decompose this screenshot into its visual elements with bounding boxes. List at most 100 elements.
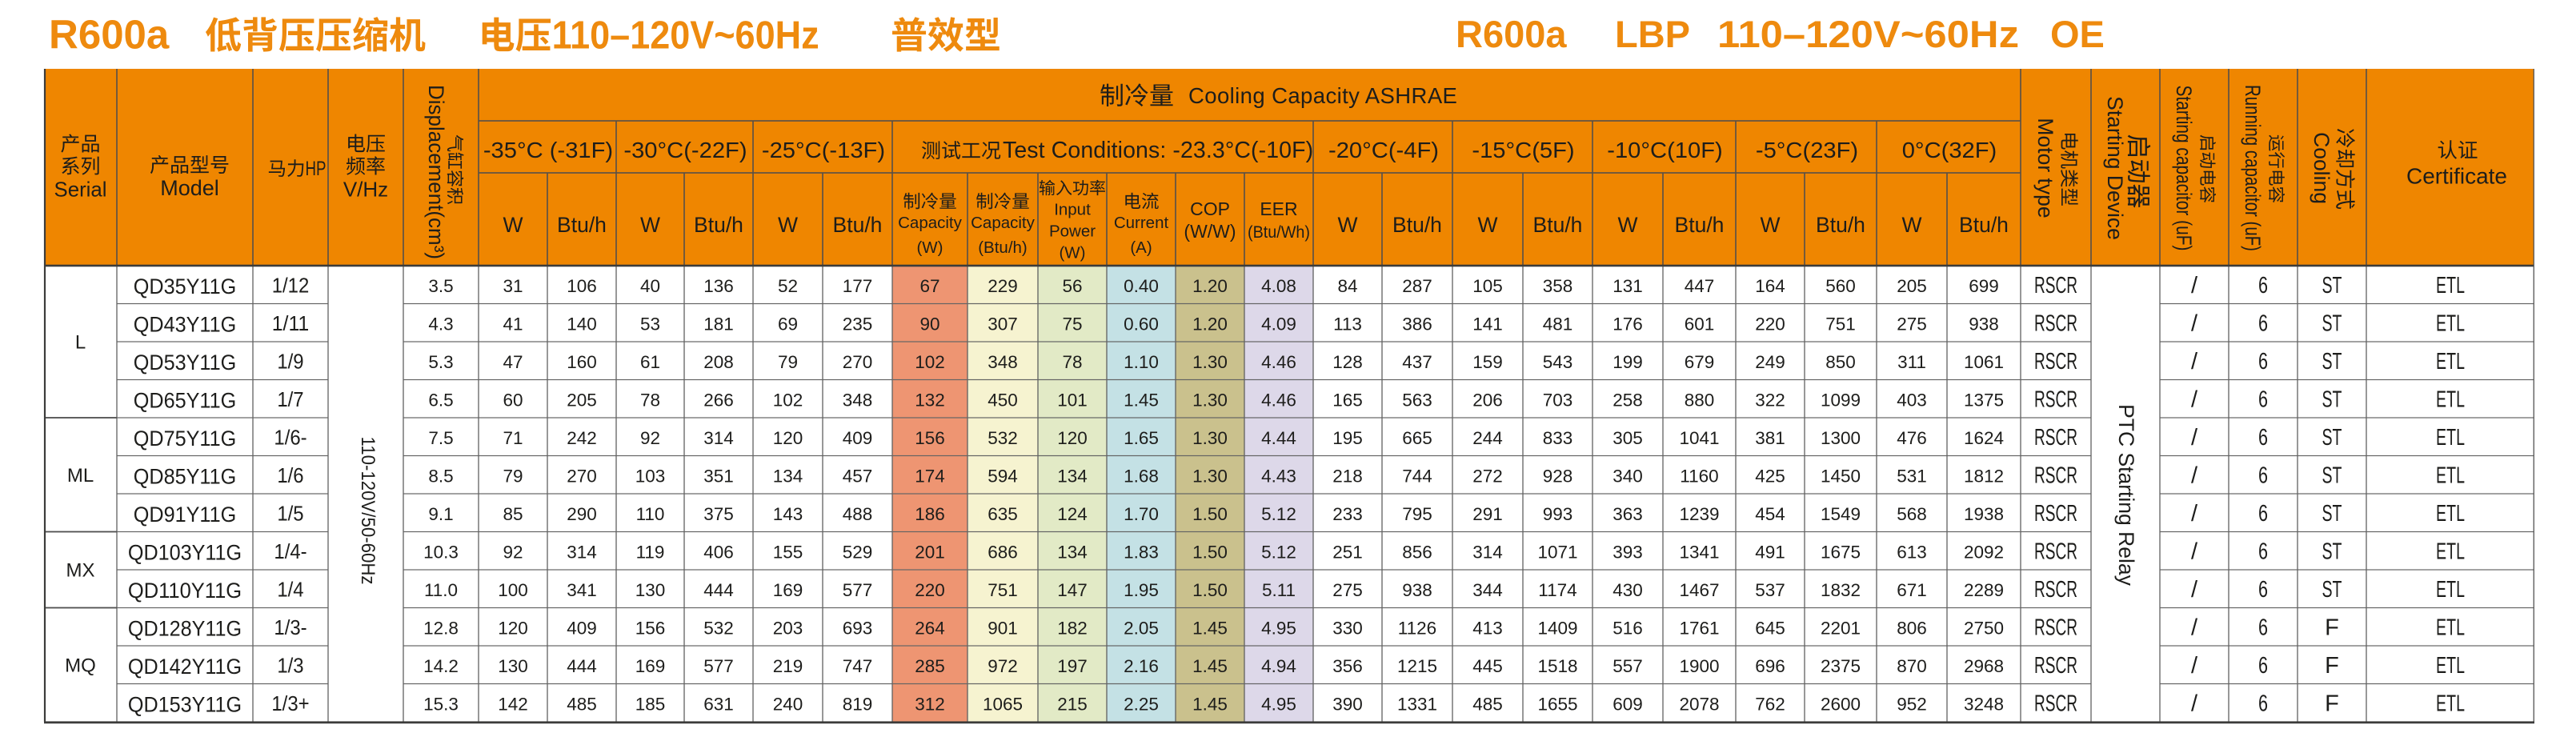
svg-text:RSCR: RSCR	[2034, 349, 2077, 375]
svg-text:78: 78	[1062, 352, 1082, 372]
svg-text:938: 938	[1969, 314, 1999, 334]
svg-text:OE: OE	[2050, 13, 2105, 55]
svg-text:1239: 1239	[1679, 504, 1719, 524]
svg-text:457: 457	[843, 466, 873, 486]
svg-text:110–120V~60Hz: 110–120V~60Hz	[1717, 13, 2019, 55]
svg-text:Btu/h: Btu/h	[694, 213, 743, 237]
svg-text:351: 351	[703, 466, 734, 486]
svg-text:/: /	[2191, 273, 2198, 298]
svg-text:102: 102	[915, 352, 945, 372]
svg-text:218: 218	[1332, 466, 1363, 486]
svg-text:Displacement(cm³): Displacement(cm³)	[424, 85, 448, 259]
svg-text:QD128Y11G: QD128Y11G	[128, 616, 242, 640]
svg-text:850: 850	[1825, 352, 1856, 372]
svg-text:MX: MX	[66, 560, 95, 582]
svg-text:6: 6	[2258, 425, 2268, 451]
svg-text:751: 751	[988, 580, 1018, 600]
svg-text:4.46: 4.46	[1261, 390, 1296, 410]
svg-text:445: 445	[1472, 656, 1503, 676]
svg-text:W: W	[778, 213, 798, 237]
svg-text:QD85Y11G: QD85Y11G	[134, 464, 236, 488]
svg-text:1.83: 1.83	[1124, 542, 1159, 562]
svg-text:264: 264	[915, 618, 945, 638]
svg-text:100: 100	[498, 580, 528, 600]
svg-text:476: 476	[1897, 428, 1927, 448]
svg-text:128: 128	[1332, 352, 1363, 372]
svg-text:147: 147	[1057, 580, 1088, 600]
svg-text:341: 341	[567, 580, 597, 600]
svg-text:1.20: 1.20	[1192, 276, 1228, 296]
svg-text:901: 901	[988, 618, 1018, 638]
svg-text:1/3-: 1/3-	[274, 615, 306, 639]
svg-text:ETL: ETL	[2436, 501, 2465, 527]
svg-text:0°C(32F): 0°C(32F)	[1902, 138, 1997, 162]
svg-text:Capacity: Capacity	[898, 214, 963, 232]
svg-text:1.30: 1.30	[1192, 466, 1228, 486]
svg-text:53: 53	[640, 314, 660, 334]
svg-text:197: 197	[1057, 656, 1088, 676]
svg-text:ETL: ETL	[2436, 310, 2465, 336]
svg-text:/: /	[2191, 501, 2198, 527]
svg-text:RSCR: RSCR	[2034, 653, 2077, 679]
svg-text:291: 291	[1472, 504, 1503, 524]
svg-text:1126: 1126	[1398, 618, 1436, 638]
svg-text:1.30: 1.30	[1192, 428, 1228, 448]
svg-text:491: 491	[1755, 542, 1785, 562]
svg-text:-15°C(5F): -15°C(5F)	[1472, 138, 1574, 162]
svg-text:2.16: 2.16	[1124, 656, 1159, 676]
svg-text:/: /	[2191, 539, 2198, 564]
svg-text:381: 381	[1755, 428, 1785, 448]
svg-text:Input: Input	[1054, 201, 1091, 219]
svg-text:870: 870	[1897, 656, 1927, 676]
svg-text:208: 208	[703, 352, 734, 372]
svg-text:61: 61	[640, 352, 660, 372]
svg-text:594: 594	[988, 466, 1018, 486]
svg-text:-5°C(23F): -5°C(23F)	[1756, 138, 1858, 162]
svg-text:1/4-: 1/4-	[274, 539, 306, 563]
svg-text:952: 952	[1897, 694, 1927, 714]
svg-text:ST: ST	[2322, 349, 2342, 375]
svg-text:ST: ST	[2322, 463, 2342, 488]
svg-text:6: 6	[2258, 463, 2268, 488]
svg-text:613: 613	[1897, 542, 1927, 562]
svg-text:MQ: MQ	[65, 655, 96, 676]
svg-text:703: 703	[1543, 390, 1573, 410]
svg-text:/: /	[2191, 387, 2198, 412]
svg-text:311: 311	[1897, 352, 1926, 372]
svg-text:1.45: 1.45	[1124, 390, 1159, 410]
svg-text:QD103Y11G: QD103Y11G	[128, 540, 242, 564]
svg-text:485: 485	[1472, 694, 1503, 714]
svg-text:356: 356	[1332, 656, 1363, 676]
svg-text:2.05: 2.05	[1124, 618, 1159, 638]
svg-text:2078: 2078	[1679, 694, 1719, 714]
svg-text:W: W	[1337, 213, 1357, 237]
svg-text:693: 693	[843, 618, 873, 638]
svg-text:Btu/h: Btu/h	[1392, 213, 1442, 237]
svg-text:696: 696	[1755, 656, 1785, 676]
svg-text:201: 201	[915, 542, 945, 562]
svg-text:(A): (A)	[1130, 238, 1152, 257]
svg-text:PTC Starting Relay: PTC Starting Relay	[2114, 404, 2138, 587]
svg-text:0.40: 0.40	[1124, 276, 1159, 296]
svg-text:2289: 2289	[1964, 580, 2004, 600]
svg-text:275: 275	[1897, 314, 1927, 334]
svg-text:1624: 1624	[1964, 428, 2004, 448]
svg-text:56: 56	[1062, 276, 1082, 296]
svg-text:686: 686	[988, 542, 1018, 562]
svg-text:ETL: ETL	[2436, 615, 2465, 640]
svg-text:Cooling Capacity ASHRAE: Cooling Capacity ASHRAE	[1188, 83, 1457, 108]
svg-text:1/11: 1/11	[272, 311, 310, 335]
svg-text:156: 156	[635, 618, 666, 638]
svg-text:1409: 1409	[1537, 618, 1577, 638]
svg-text:8.5: 8.5	[428, 466, 453, 486]
svg-text:RSCR: RSCR	[2034, 310, 2077, 336]
svg-text:LBP: LBP	[1615, 13, 1690, 55]
svg-text:Btu/h: Btu/h	[833, 213, 883, 237]
svg-text:275: 275	[1332, 580, 1363, 600]
svg-text:249: 249	[1755, 352, 1785, 372]
svg-text:11.0: 11.0	[424, 580, 458, 600]
svg-text:W: W	[1477, 213, 1497, 237]
svg-text:266: 266	[703, 390, 734, 410]
svg-text:W: W	[1901, 213, 1921, 237]
svg-text:4.95: 4.95	[1261, 618, 1296, 638]
